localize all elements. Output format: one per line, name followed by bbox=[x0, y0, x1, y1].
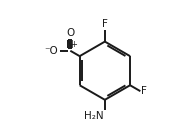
Text: +: + bbox=[70, 40, 77, 49]
Text: N: N bbox=[66, 40, 74, 50]
Text: ⁻O: ⁻O bbox=[45, 46, 59, 56]
Text: H₂N: H₂N bbox=[84, 111, 103, 121]
Text: F: F bbox=[102, 19, 108, 29]
Text: F: F bbox=[142, 86, 147, 96]
Text: O: O bbox=[66, 28, 74, 38]
